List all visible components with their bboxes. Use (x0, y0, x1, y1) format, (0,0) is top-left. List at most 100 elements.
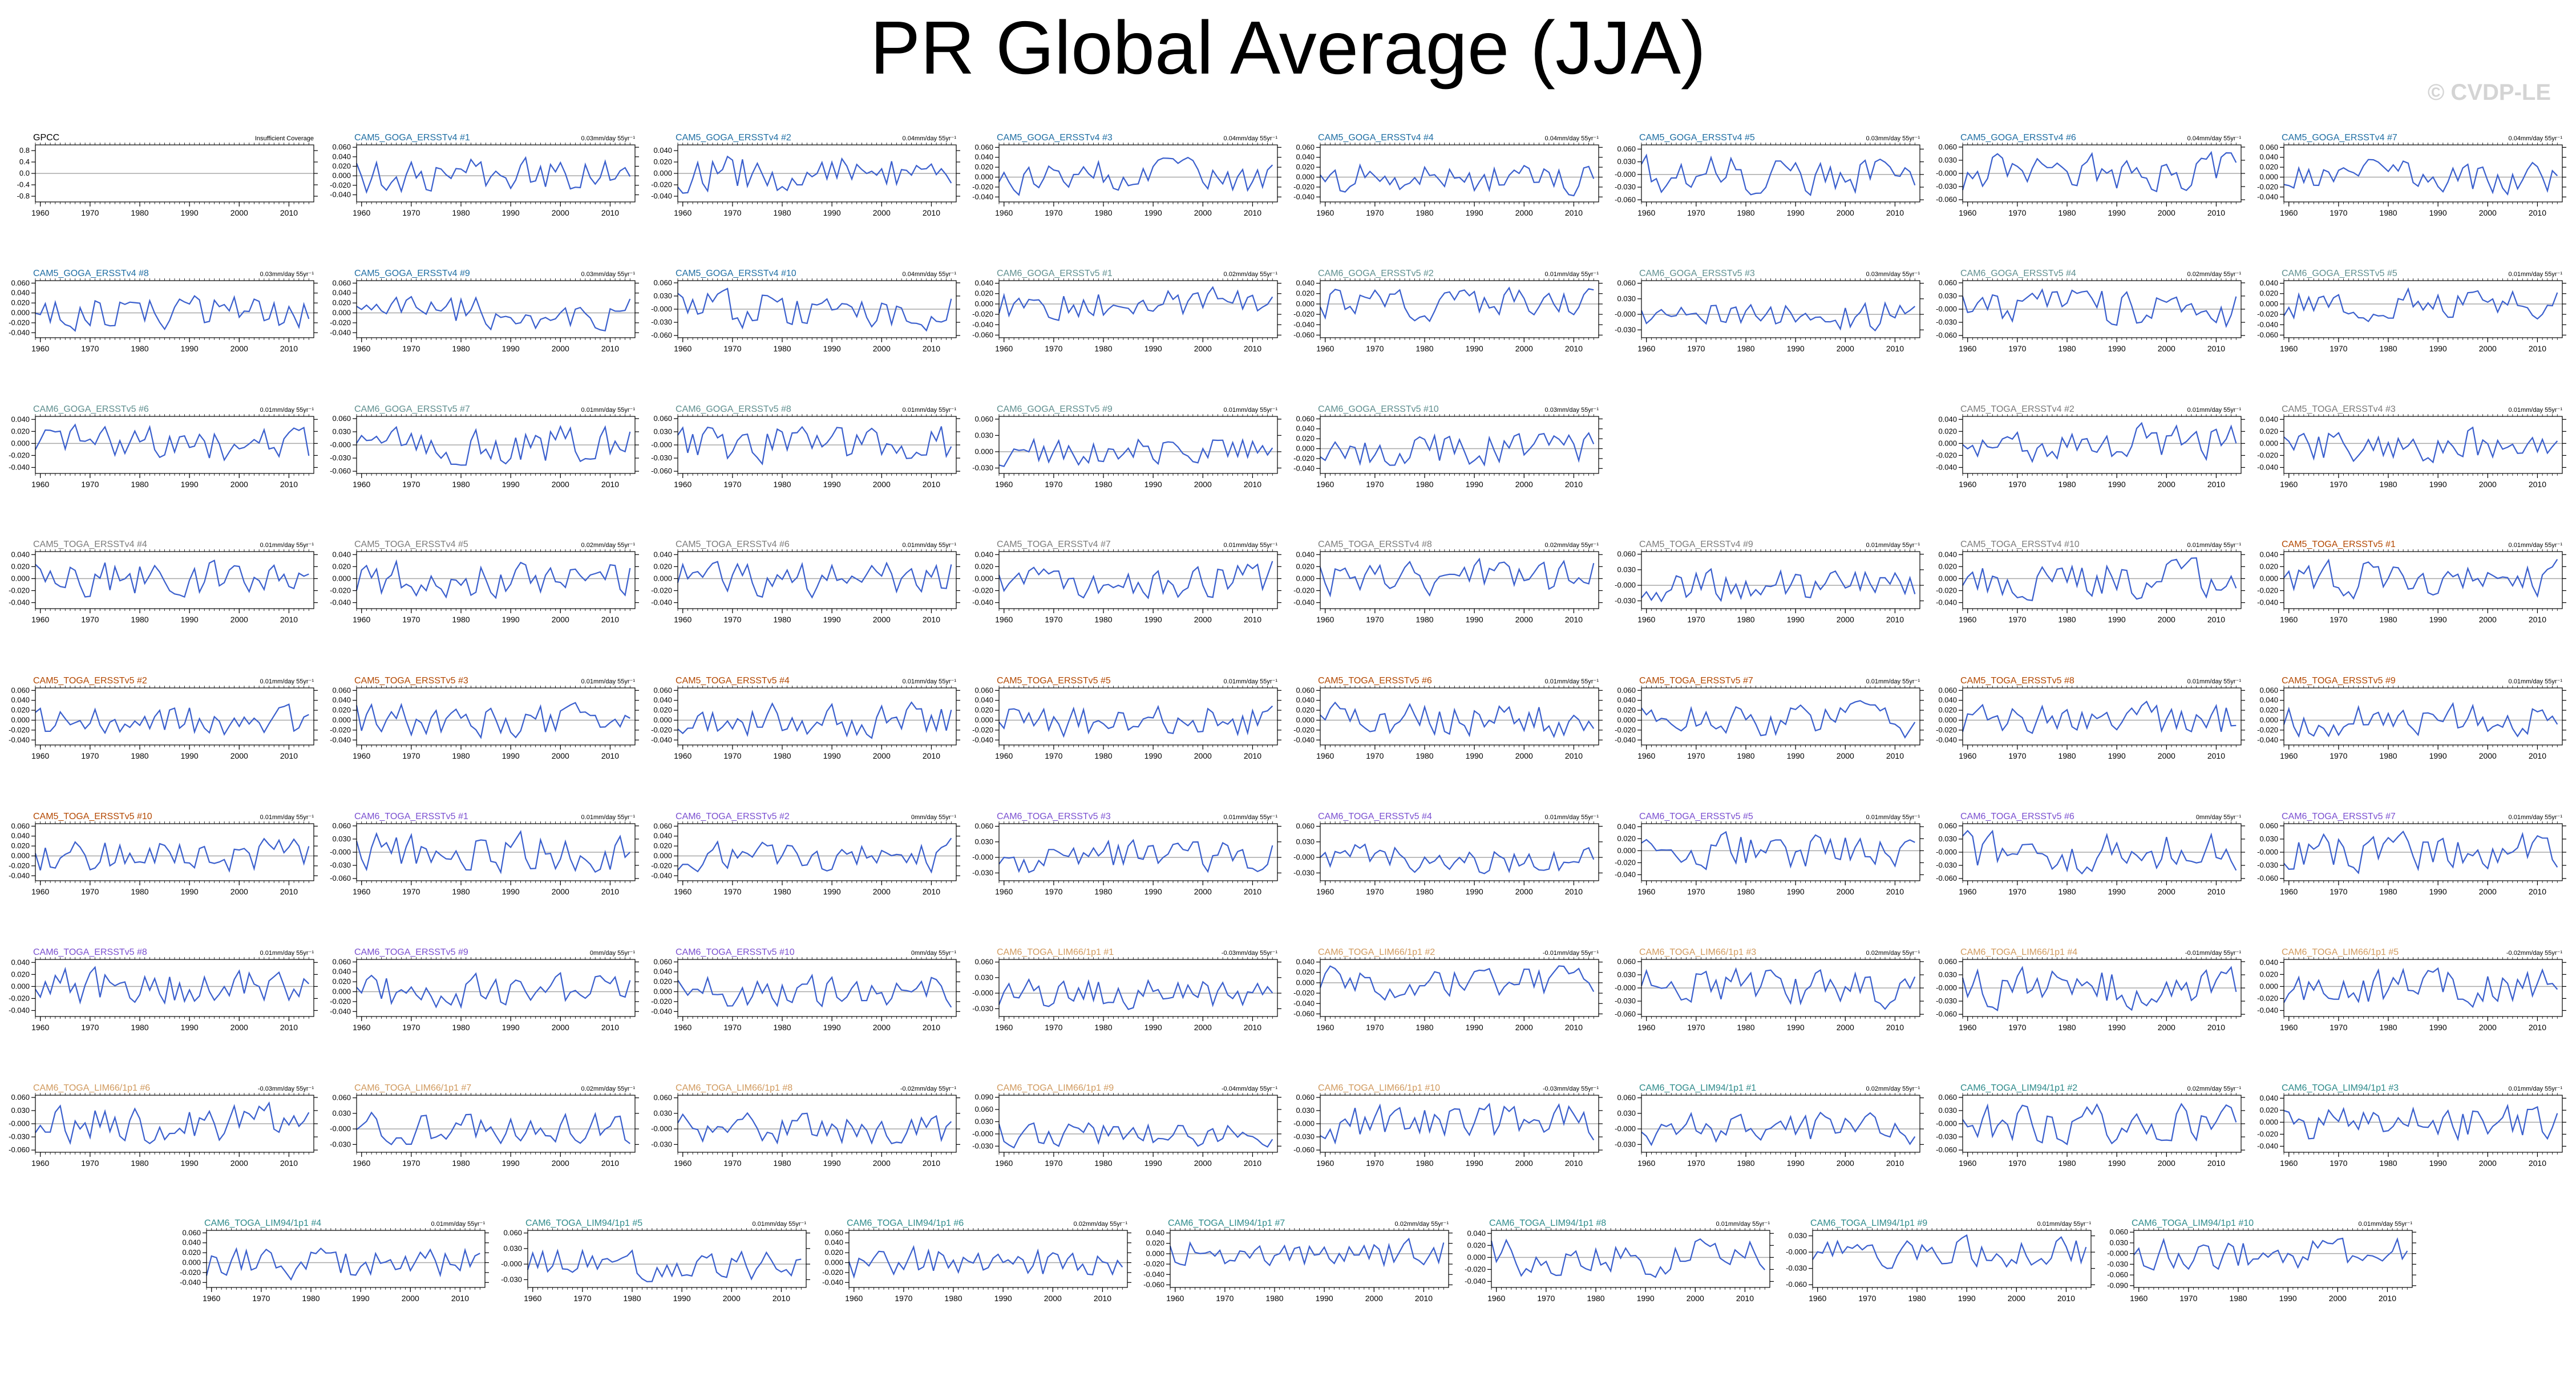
x-tick-label: 2000 (552, 615, 569, 624)
x-tick-label: 2010 (1244, 751, 1261, 760)
panel-trend-label: 0.03mm/day 55yr⁻¹ (1866, 135, 1920, 142)
panel-title: CAM6_TOGA_LIM94/1p1 #2 (1960, 1083, 2077, 1093)
chart-panel: CAM5_TOGA_ERSSTv4 #2 0.01mm/day 55yr⁻¹ 196… (1936, 404, 2245, 489)
chart-panel: CAM6_GOGA_ERSSTv5 #4 0.02mm/day 55yr⁻¹ 196… (1936, 269, 2245, 353)
y-tick-label: -0.4 (17, 180, 30, 189)
panel-title: CAM6_GOGA_ERSSTv5 #2 (1318, 269, 1434, 278)
x-tick-label: 1980 (2379, 615, 2397, 624)
chart-panel: CAM6_TOGA_LIM94/1p1 #3 0.01mm/day 55yr⁻¹ 1… (2257, 1083, 2566, 1168)
x-tick-label: 2010 (2529, 1023, 2546, 1032)
y-tick-label: 0.040 (974, 696, 993, 704)
x-tick-label: 1980 (1737, 751, 1754, 760)
chart-panel: CAM6_TOGA_ERSSTv5 #6 0mm/day 55yr⁻¹ 1960 19… (1936, 812, 2245, 896)
y-tick-label: 0.020 (11, 841, 30, 850)
y-tick-label: -0.040 (2257, 1006, 2278, 1014)
x-tick-label: 1990 (1466, 751, 1483, 760)
series-line (998, 839, 1273, 873)
x-tick-label: 1990 (1316, 1294, 1333, 1303)
panel-trend-label: 0.01mm/day 55yr⁻¹ (2509, 1086, 2563, 1092)
y-tick-label: -0.060 (2257, 330, 2278, 339)
chart-panel: CAM6_TOGA_LIM94/1p1 #7 0.02mm/day 55yr⁻¹ 1… (1143, 1218, 1453, 1303)
y-tick-label: 0.0 (19, 169, 30, 177)
x-tick-label: 2000 (552, 1159, 569, 1168)
x-tick-label: 1980 (1416, 615, 1433, 624)
x-tick-label: 1970 (1045, 344, 1062, 353)
x-tick-label: 2010 (2379, 1294, 2396, 1303)
y-tick-label: 0.000 (2259, 982, 2278, 990)
x-tick-label: 1990 (823, 1023, 841, 1032)
y-tick-label: 0.4 (19, 157, 30, 166)
x-tick-label: 1990 (1466, 480, 1483, 489)
y-tick-label: 0.000 (1296, 173, 1315, 181)
x-tick-label: 1970 (1366, 480, 1384, 489)
x-tick-label: 2000 (230, 1159, 248, 1168)
y-tick-label: 0.030 (1617, 1109, 1636, 1117)
y-tick-label: -0.020 (1465, 1265, 1486, 1273)
y-tick-label: -0.020 (1293, 586, 1315, 594)
y-tick-label: -0.020 (2257, 994, 2278, 1002)
panel-frame (35, 551, 314, 609)
panel-title: CAM5_GOGA_ERSSTv4 #2 (676, 133, 791, 143)
x-tick-label: 1960 (1637, 751, 1655, 760)
panel-title: CAM6_TOGA_LIM94/1p1 #9 (1810, 1218, 1927, 1228)
x-tick-label: 1960 (1637, 208, 1655, 217)
x-tick-label: 1990 (2108, 344, 2126, 353)
x-tick-label: 1960 (353, 480, 370, 489)
x-tick-label: 1960 (2280, 1023, 2298, 1032)
x-tick-label: 1960 (31, 887, 49, 896)
x-tick-label: 1980 (773, 1159, 791, 1168)
y-tick-label: -0.020 (1293, 183, 1315, 191)
x-tick-label: 1970 (1687, 1023, 1705, 1032)
panel-title: CAM5_TOGA_ERSSTv4 #6 (676, 540, 790, 549)
panel-title: CAM6_GOGA_ERSSTv5 #9 (997, 404, 1113, 414)
y-tick-label: 0.060 (653, 414, 672, 423)
y-tick-label: -0.020 (651, 997, 672, 1006)
x-tick-label: 2000 (2008, 1294, 2025, 1303)
panel-trend-label: 0.02mm/day 55yr⁻¹ (2187, 1086, 2242, 1092)
x-tick-label: 1960 (2130, 1294, 2148, 1303)
panel-frame (2283, 144, 2563, 202)
y-tick-label: -0.040 (9, 598, 30, 606)
y-tick-label: 0.020 (332, 977, 351, 986)
y-tick-label: -0.020 (651, 180, 672, 189)
panel-title: CAM5_TOGA_ERSSTv5 #4 (676, 676, 790, 686)
y-tick-label: 0.060 (1938, 821, 1957, 830)
x-tick-label: 1980 (1416, 344, 1433, 353)
x-tick-label: 2000 (1837, 887, 1854, 896)
series-line (35, 423, 310, 462)
y-tick-label: 0.040 (1296, 958, 1315, 966)
chart-panel: CAM5_TOGA_ERSSTv5 #8 0.01mm/day 55yr⁻¹ 196… (1936, 676, 2245, 760)
x-tick-label: 2010 (601, 887, 619, 896)
x-tick-label: 1960 (1637, 887, 1655, 896)
x-tick-label: 1970 (723, 751, 741, 760)
y-tick-label: 0.060 (653, 957, 672, 966)
x-tick-label: 1970 (1045, 1159, 1062, 1168)
y-tick-label: 0.040 (1617, 822, 1636, 831)
panel-trend-label: 0.01mm/day 55yr⁻¹ (581, 407, 636, 414)
y-tick-label: -0.060 (330, 874, 351, 882)
series-line (1169, 1237, 1445, 1267)
x-tick-label: 1980 (1094, 344, 1112, 353)
x-tick-label: 1970 (1045, 1023, 1062, 1032)
x-tick-label: 1970 (2330, 480, 2347, 489)
panel-title: CAM6_GOGA_ERSSTv5 #4 (1960, 269, 2076, 278)
panel-trend-label: 0.01mm/day 55yr⁻¹ (2509, 407, 2563, 414)
panel-frame (356, 1095, 636, 1153)
chart-panel: CAM5_GOGA_ERSSTv4 #3 0.04mm/day 55yr⁻¹ 196… (972, 133, 1281, 217)
y-tick-label: -0.040 (1293, 464, 1315, 472)
series-line (2283, 558, 2558, 600)
y-tick-label: 0.060 (1617, 144, 1636, 153)
y-tick-label: 0.040 (2259, 1094, 2278, 1102)
x-tick-label: 1960 (31, 1159, 49, 1168)
x-tick-label: 1990 (1145, 1159, 1162, 1168)
x-tick-label: 2010 (1244, 1023, 1261, 1032)
panel-title: CAM5_TOGA_ERSSTv4 #5 (354, 540, 468, 549)
series-line (355, 156, 631, 194)
panel-frame (2283, 959, 2563, 1017)
x-tick-label: 2010 (280, 887, 298, 896)
x-tick-label: 2010 (2207, 1023, 2225, 1032)
panel-trend-label: 0.01mm/day 55yr⁻¹ (431, 1221, 486, 1228)
panel-frame (677, 959, 957, 1017)
panel-frame (998, 280, 1278, 338)
panel-trend-label: 0.04mm/day 55yr⁻¹ (1224, 135, 1278, 142)
